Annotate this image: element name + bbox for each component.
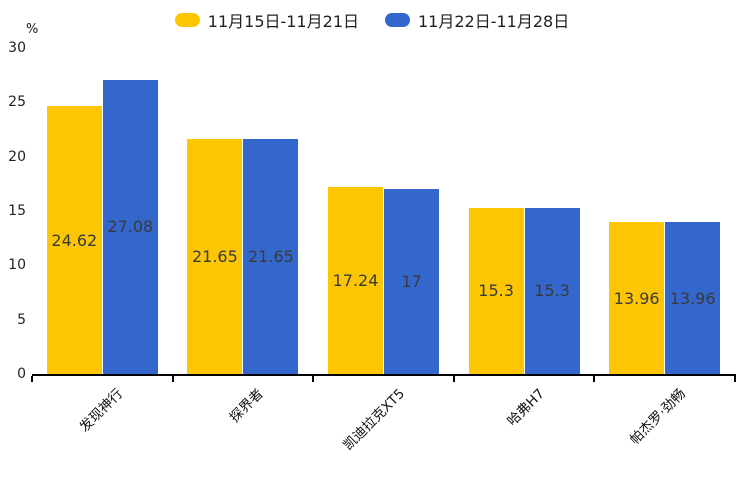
x-axis-tick: [312, 376, 315, 382]
legend-item-series-1[interactable]: 11月15日-11月21日: [174, 8, 359, 32]
bar-series-2-帕杰罗·劲畅[interactable]: 13.96: [665, 222, 721, 374]
x-axis-tick: [31, 376, 33, 382]
legend: 11月15日-11月21日 11月22日-11月28日: [0, 8, 744, 32]
bar-series-1-哈弗H7[interactable]: 15.3: [468, 207, 524, 374]
bar-series-1-发现神行[interactable]: 24.62: [46, 106, 102, 374]
legend-item-series-2[interactable]: 11月22日-11月28日: [385, 8, 569, 32]
x-axis-category-label: 帕杰罗·劲畅: [626, 385, 689, 448]
bar-value-label: 17: [401, 272, 422, 292]
x-axis-category-label: 探界者: [227, 385, 268, 426]
bar-value-label: 21.65: [247, 246, 294, 266]
bar-value-label: 15.3: [478, 281, 514, 301]
y-tick-label: 20: [8, 148, 26, 165]
y-tick-label: 25: [8, 94, 26, 111]
legend-swatch-icon: [174, 13, 200, 27]
y-tick-label: 30: [8, 40, 26, 56]
bar-value-label: 13.96: [669, 288, 716, 308]
y-axis-unit-label: %: [26, 22, 39, 37]
bar-value-label: 27.08: [107, 217, 154, 237]
x-axis-category-label: 哈弗H7: [504, 385, 549, 430]
x-axis-tick: [171, 376, 174, 382]
x-axis-tick: [452, 376, 455, 382]
bar-series-2-探界者[interactable]: 21.65: [243, 138, 299, 374]
y-tick-label: 5: [17, 311, 26, 328]
bar-series-1-探界者[interactable]: 21.65: [187, 138, 243, 374]
bar-series-2-发现神行[interactable]: 27.08: [102, 79, 158, 374]
x-axis-tick: [734, 376, 736, 382]
bar-series-1-凯迪拉克XT5[interactable]: 17.24: [328, 186, 383, 374]
y-tick-label: 15: [8, 203, 26, 219]
bar-value-label: 21.65: [191, 246, 238, 266]
legend-swatch-icon: [385, 13, 410, 27]
bar-value-label: 13.96: [613, 288, 660, 308]
x-axis-category-label: 凯迪拉克XT5: [339, 385, 408, 454]
y-tick-label: 10: [8, 257, 26, 274]
bar-value-label: 17.24: [332, 270, 379, 290]
x-axis-category-label: 发现神行: [76, 385, 127, 436]
bar-series-2-哈弗H7[interactable]: 15.3: [524, 207, 580, 374]
legend-label: 11月15日-11月21日: [207, 12, 359, 31]
bar-series-2-凯迪拉克XT5[interactable]: 17: [384, 189, 439, 374]
y-tick-label: 0: [17, 366, 26, 382]
bar-value-label: 15.3: [534, 281, 570, 301]
x-axis-line: [32, 374, 736, 376]
x-axis-tick: [593, 376, 596, 382]
bar-value-label: 24.62: [51, 230, 98, 250]
bar-series-1-帕杰罗·劲畅[interactable]: 13.96: [609, 222, 665, 374]
legend-label: 11月22日-11月28日: [418, 12, 570, 31]
